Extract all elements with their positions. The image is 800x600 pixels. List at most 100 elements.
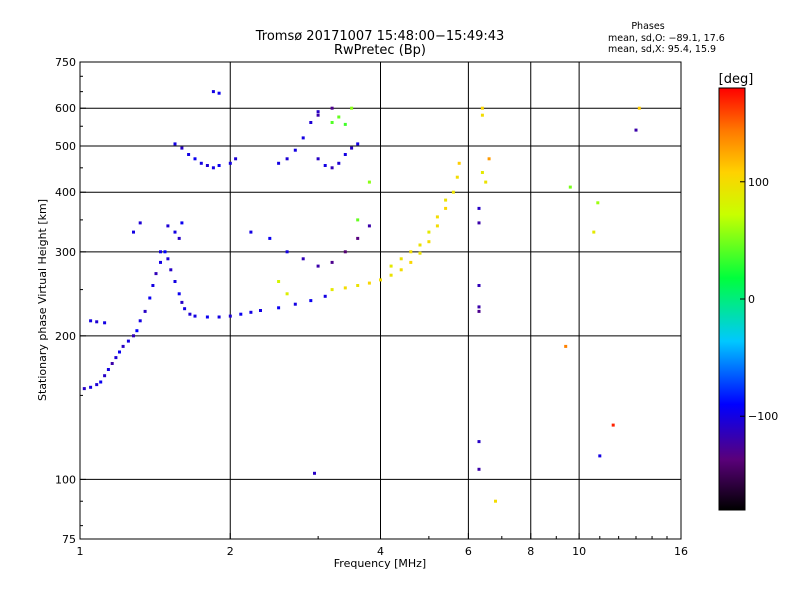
- y-tick-label: 750: [55, 56, 76, 69]
- data-point: [435, 215, 439, 219]
- data-point: [451, 190, 455, 194]
- data-point: [477, 309, 481, 313]
- x-tick-label: 10: [572, 545, 586, 558]
- data-point: [163, 250, 167, 254]
- data-point: [337, 115, 341, 119]
- data-point: [180, 221, 184, 225]
- data-point: [444, 198, 448, 202]
- data-point: [356, 284, 360, 287]
- data-point: [480, 106, 484, 110]
- data-point: [173, 142, 177, 146]
- data-point: [480, 171, 484, 174]
- data-point: [277, 161, 281, 165]
- stats-x-line: mean, sd,X: 95.4, 15.9: [608, 44, 716, 55]
- data-point: [477, 221, 481, 225]
- data-point: [106, 368, 110, 371]
- data-point: [159, 260, 162, 264]
- data-point: [409, 260, 413, 264]
- y-tick-label: 500: [55, 140, 76, 153]
- data-point: [285, 157, 289, 161]
- data-point: [193, 314, 197, 318]
- data-point: [564, 344, 568, 348]
- data-point: [118, 350, 121, 354]
- data-point: [316, 157, 320, 161]
- data-point: [285, 292, 289, 296]
- data-point: [596, 201, 600, 205]
- data-point: [634, 128, 638, 132]
- data-point: [205, 315, 209, 319]
- x-tick-label: 1: [77, 545, 84, 558]
- data-point: [399, 257, 403, 261]
- data-point: [598, 454, 602, 458]
- data-point: [103, 321, 107, 325]
- data-point: [399, 268, 403, 272]
- x-tick-label: 8: [527, 545, 534, 558]
- data-point: [293, 148, 297, 152]
- data-point: [316, 264, 320, 268]
- data-point: [217, 164, 221, 167]
- data-point: [205, 164, 209, 167]
- data-point: [389, 273, 393, 277]
- data-point: [356, 142, 360, 146]
- data-point: [323, 164, 327, 167]
- y-axis-ticks: 75 100 200 300 400 500 600 750: [55, 56, 86, 546]
- data-point: [126, 339, 130, 343]
- data-point: [379, 278, 382, 282]
- data-point: [159, 250, 162, 254]
- data-point: [323, 294, 327, 298]
- data-point: [169, 268, 173, 272]
- data-point: [277, 306, 281, 310]
- data-point: [154, 272, 158, 276]
- y-tick-label: 300: [55, 246, 76, 259]
- data-point: [166, 224, 170, 228]
- data-point: [183, 307, 187, 311]
- data-point: [356, 218, 360, 222]
- data-point: [409, 250, 413, 254]
- data-point: [228, 314, 232, 318]
- data-point: [309, 121, 313, 124]
- stats-heading: Phases: [631, 21, 664, 32]
- data-point: [367, 180, 371, 184]
- data-point: [477, 467, 481, 471]
- colorbar-tick-label: 0: [748, 293, 755, 306]
- data-point: [173, 230, 177, 234]
- data-point: [285, 250, 289, 254]
- data-point: [193, 157, 197, 161]
- data-point: [99, 380, 103, 384]
- data-point: [611, 423, 615, 427]
- data-point: [173, 280, 177, 283]
- data-point: [95, 320, 99, 324]
- x-axis-ticks: 1 2 4 6 8 10 16: [77, 533, 688, 558]
- data-point: [249, 310, 253, 314]
- data-point: [330, 166, 334, 170]
- data-point: [330, 260, 334, 264]
- x-tick-label: 16: [674, 545, 688, 558]
- x-tick-label: 4: [377, 545, 384, 558]
- data-point: [313, 471, 316, 475]
- y-tick-label: 400: [55, 186, 76, 199]
- grid-lines: [80, 62, 681, 539]
- data-point: [249, 230, 253, 234]
- data-point: [187, 153, 191, 156]
- y-tick-label: 200: [55, 330, 76, 343]
- data-point: [484, 180, 488, 184]
- data-points: [82, 90, 641, 503]
- data-point: [177, 236, 181, 240]
- data-point: [132, 334, 135, 338]
- data-point: [343, 153, 347, 156]
- data-point: [343, 122, 347, 126]
- data-point: [316, 113, 320, 117]
- data-point: [389, 264, 393, 268]
- data-point: [277, 280, 281, 283]
- colorbar-tick-label: 100: [748, 176, 769, 189]
- data-point: [268, 236, 272, 240]
- data-point: [330, 106, 334, 110]
- data-point: [343, 286, 347, 290]
- data-point: [151, 284, 155, 287]
- y-tick-label: 600: [55, 102, 76, 115]
- data-point: [480, 113, 484, 117]
- data-point: [211, 166, 215, 170]
- data-point: [418, 251, 422, 255]
- data-point: [82, 387, 86, 391]
- x-axis-label: Frequency [MHz]: [334, 557, 426, 570]
